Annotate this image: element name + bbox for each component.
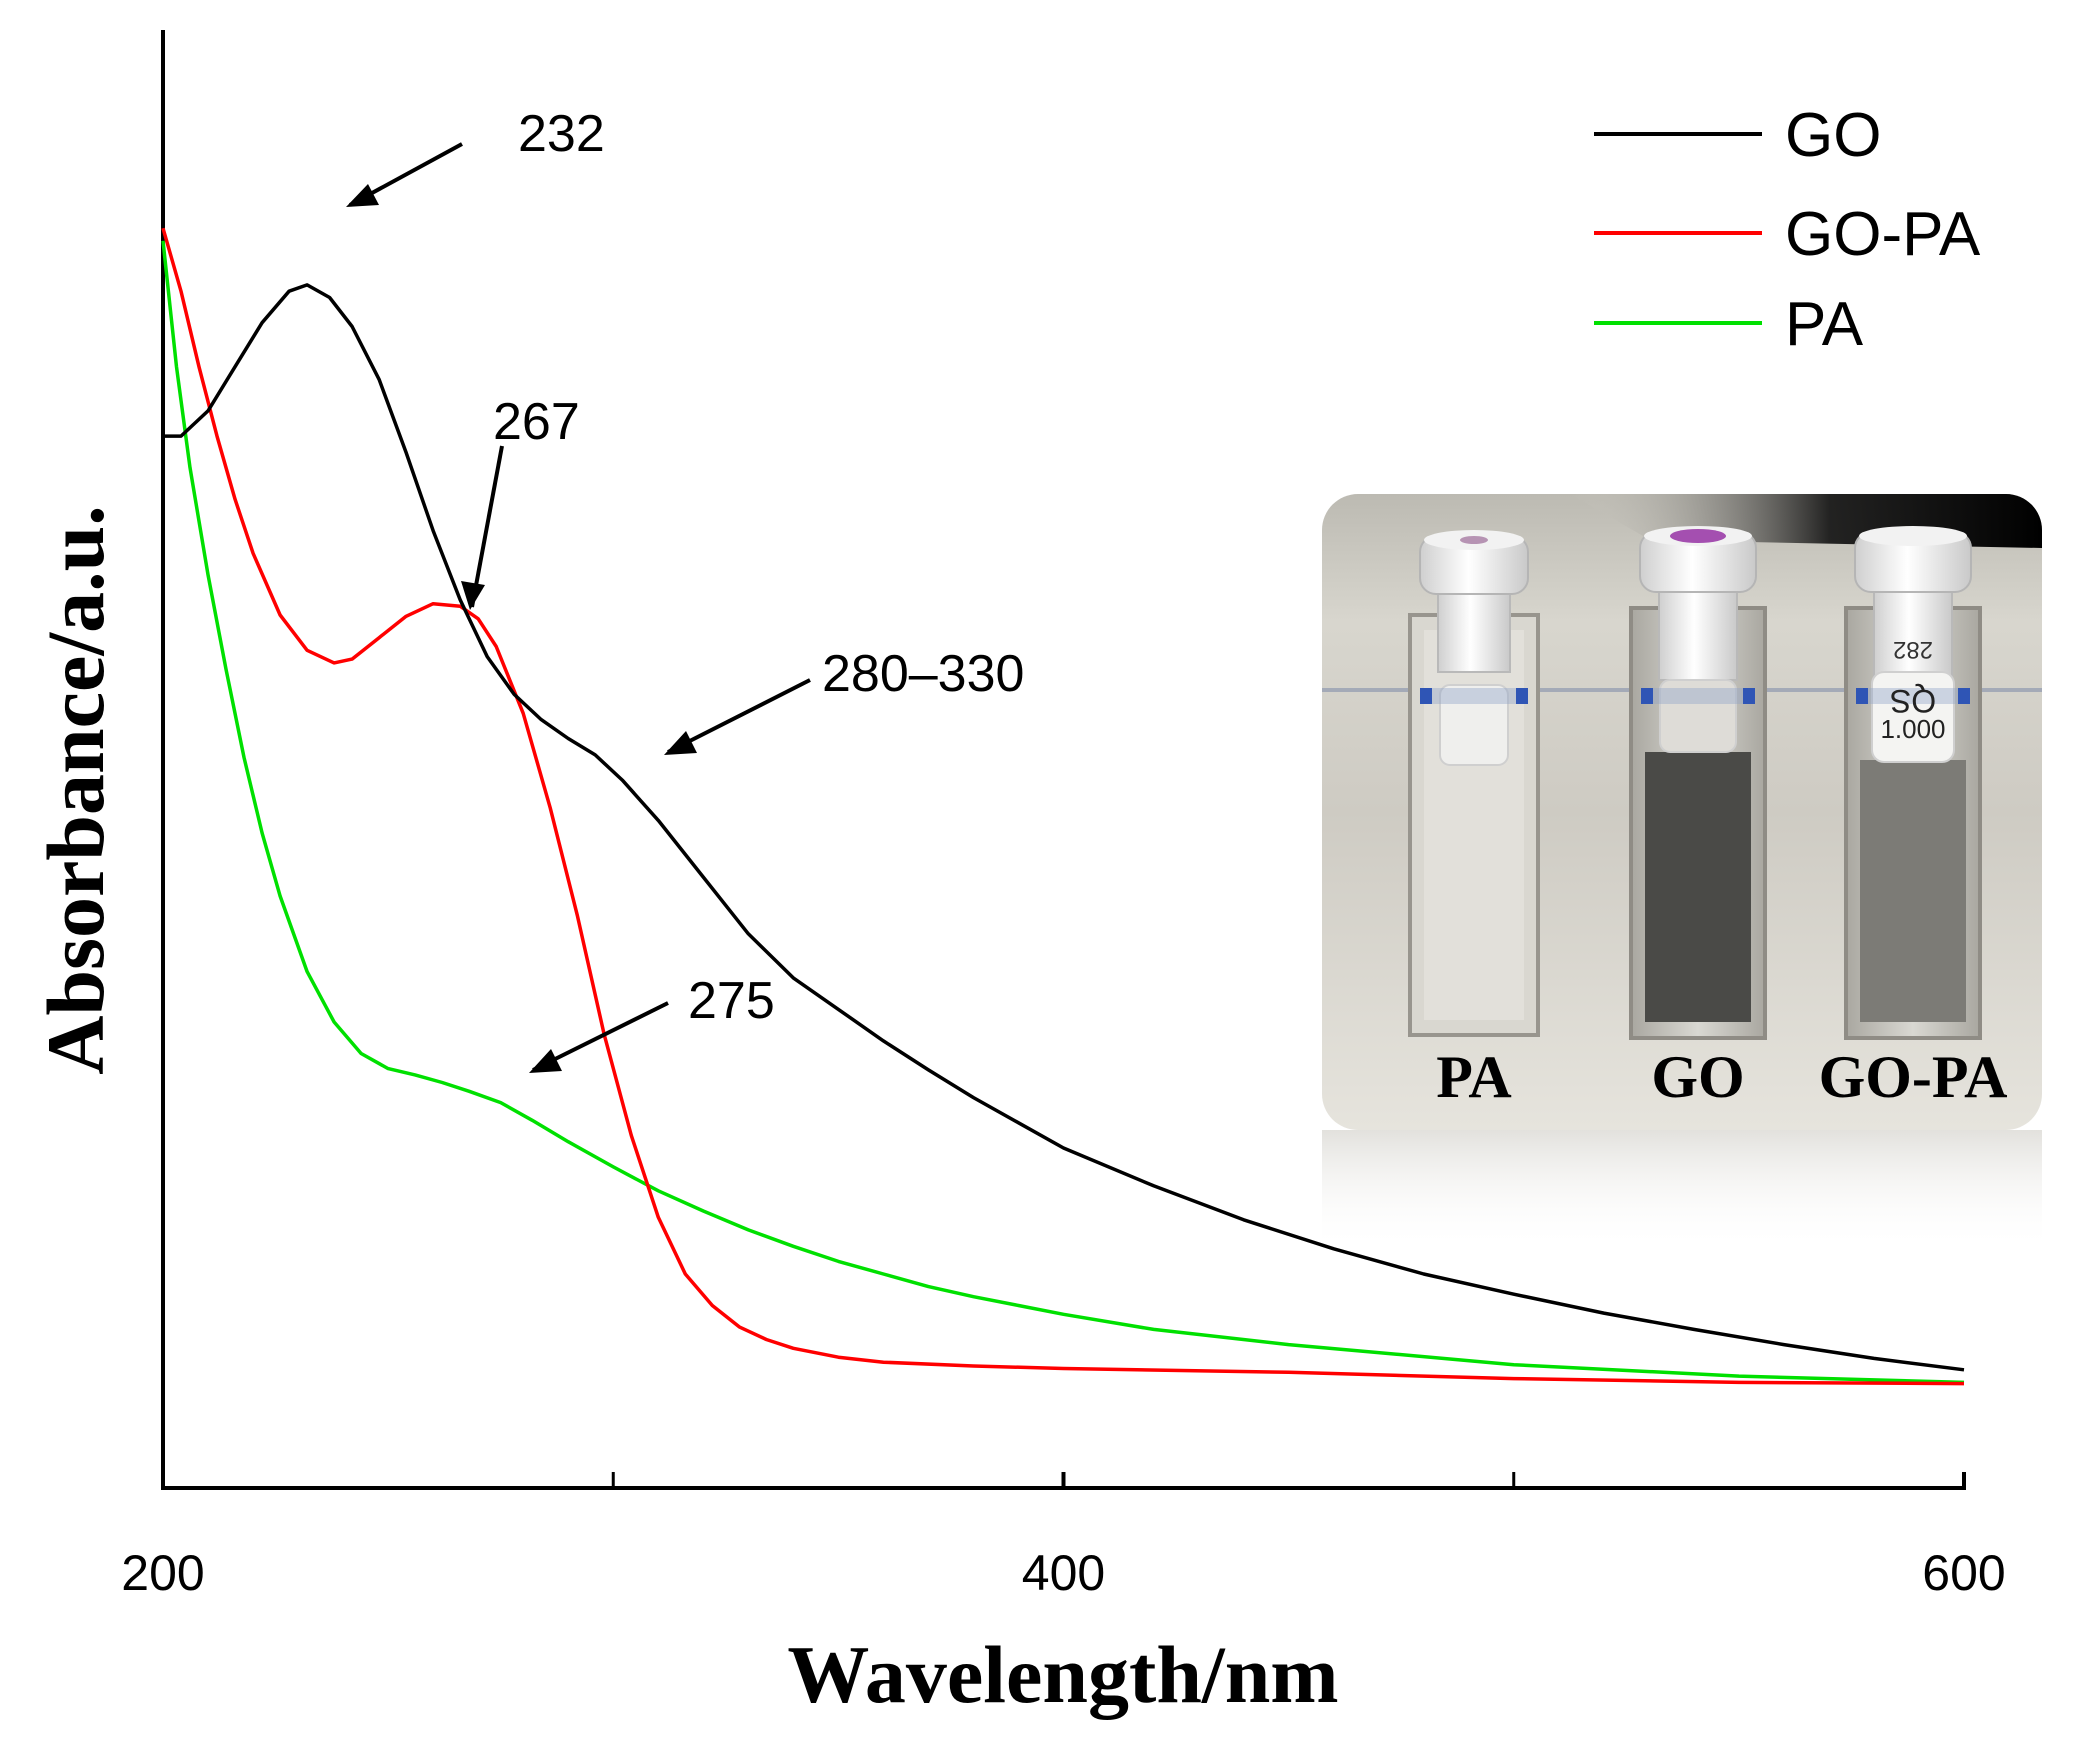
annotation-275: 275	[529, 972, 775, 1073]
legend: GO GO-PA PA	[1594, 101, 1981, 359]
annotation-label-275: 275	[688, 972, 775, 1030]
x-tick-label-600: 600	[1922, 1545, 2005, 1601]
legend-label-go-pa: GO-PA	[1785, 200, 1981, 269]
cuvette-photo-inset: 282 QS 1.000 PA GO GO-PA	[1322, 494, 2042, 1250]
legend-item-go: GO	[1594, 101, 1881, 170]
cuvette-text-1000: 1.000	[1880, 714, 1945, 744]
legend-item-pa: PA	[1594, 290, 1864, 359]
legend-label-pa: PA	[1785, 290, 1864, 359]
cuvette-text-qs: QS	[1890, 683, 1936, 719]
inset-label-go: GO	[1651, 1044, 1744, 1110]
inset-label-go-pa: GO-PA	[1819, 1044, 2008, 1110]
x-tick-label-200: 200	[121, 1545, 204, 1601]
annotation-267: 267	[461, 393, 580, 610]
annotation-label-267: 267	[493, 393, 580, 451]
legend-item-go-pa: GO-PA	[1594, 200, 1981, 269]
annotations: 232 267 280–330 275	[346, 105, 1024, 1073]
series-line-go	[163, 283, 1965, 1372]
series-line-pa	[161, 240, 1965, 1385]
x-tick-label-400: 400	[1022, 1545, 1105, 1601]
inset-label-pa: PA	[1436, 1044, 1512, 1110]
annotation-280-330: 280–330	[664, 645, 1024, 755]
y-axis-title: Absorbance/a.u.	[30, 505, 121, 1075]
axes: 200 400 600 Wavelength/nm Absorbance/a.u…	[30, 30, 2006, 1720]
x-axis-title: Wavelength/nm	[787, 1629, 1338, 1720]
annotation-232: 232	[346, 105, 605, 207]
cuvette-go-pa: 282 QS 1.000	[1844, 526, 1982, 1040]
cuvette-go	[1629, 526, 1767, 1040]
cuvette-text-282: 282	[1893, 636, 1933, 663]
series-layer	[161, 227, 1965, 1386]
annotation-label-232: 232	[518, 105, 605, 163]
cuvette-pa	[1408, 530, 1540, 1037]
annotation-label-280-330: 280–330	[822, 645, 1024, 703]
series-line-go-pa	[161, 227, 1965, 1386]
legend-label-go: GO	[1785, 101, 1881, 170]
